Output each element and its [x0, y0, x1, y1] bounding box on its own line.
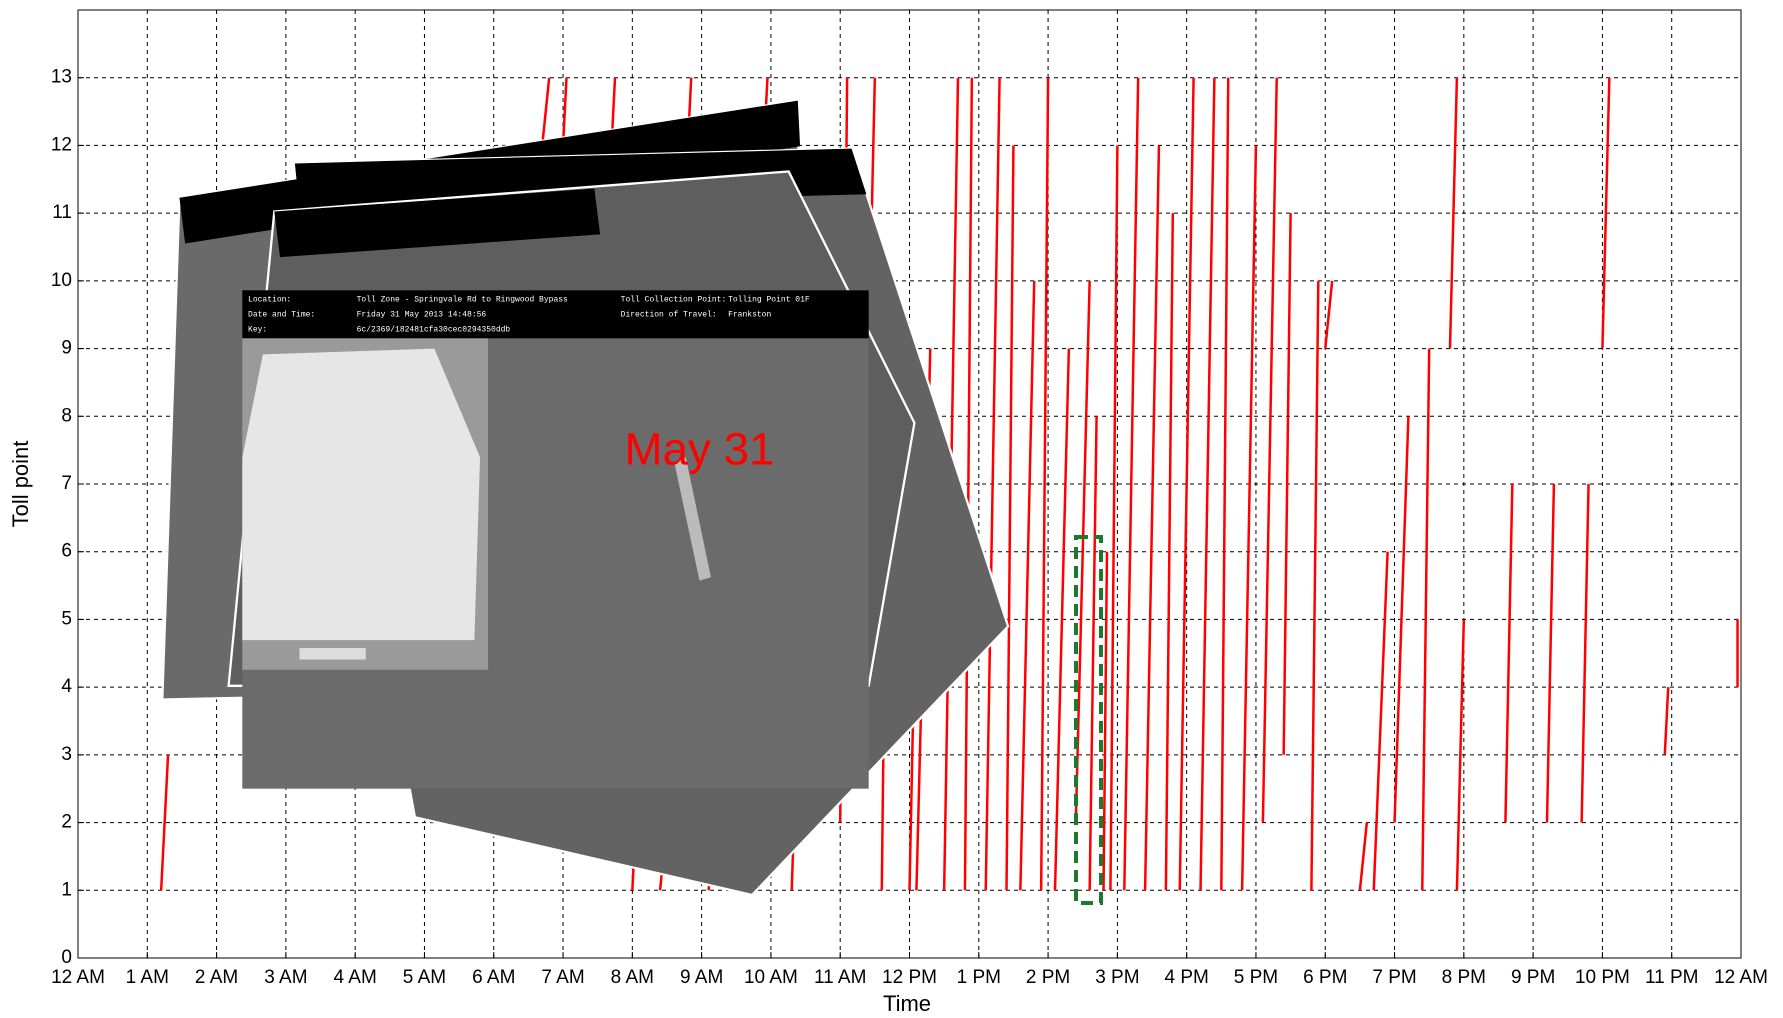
trip-line: [541, 77, 551, 146]
photo-car: [242, 348, 481, 641]
x-tick-label: 7 AM: [541, 967, 584, 988]
trip-line: [1663, 687, 1670, 755]
photo-header: [242, 290, 869, 339]
photo-stack: Location: Toll Zone - Springvale Rd to R…: [161, 99, 1010, 897]
annotation: May 31: [625, 424, 775, 475]
trip-line: [1220, 77, 1230, 891]
x-tick-label: 1 PM: [957, 967, 1001, 988]
x-tick-label: 4 AM: [334, 967, 377, 988]
trip-line: [1372, 551, 1389, 891]
y-tick-label: 12: [51, 134, 72, 155]
trip-line: [1164, 213, 1175, 891]
x-tick-label: 11 AM: [814, 967, 866, 988]
trip-line: [1310, 280, 1320, 891]
trip-line: [1178, 77, 1195, 891]
photo-text: Tolling Point 01F: [728, 296, 810, 305]
trip-line: [1393, 416, 1410, 823]
trip-line: [1088, 416, 1098, 891]
trip-line: [1019, 280, 1036, 891]
y-axis-title: Toll point: [8, 441, 33, 528]
y-tick-label: 5: [61, 608, 72, 629]
trip-line: [1282, 213, 1292, 755]
x-tick-label: 9 PM: [1511, 967, 1555, 988]
x-tick-label: 1 AM: [126, 967, 169, 988]
trip-line: [1240, 145, 1258, 891]
trip-line: [1448, 77, 1459, 349]
y-tick-label: 8: [61, 405, 72, 426]
x-tick-label: 12 AM: [51, 967, 105, 988]
x-tick-label: 6 AM: [472, 967, 515, 988]
x-tick-label: 12 PM: [882, 967, 937, 988]
x-tick-label: 5 PM: [1234, 967, 1278, 988]
trip-line: [1109, 145, 1119, 891]
trip-line: [1261, 77, 1278, 823]
trip-line: [1421, 348, 1431, 891]
trip-line: [1199, 77, 1216, 891]
photo-text: Key:: [248, 325, 267, 334]
y-tick-label: 7: [61, 473, 72, 494]
x-tick-label: 5 AM: [403, 967, 446, 988]
trip-line: [1455, 619, 1466, 891]
trip-line: [1358, 822, 1369, 891]
x-tick-label: 10 AM: [744, 967, 798, 988]
y-tick-label: 4: [61, 676, 72, 697]
trip-line: [1123, 77, 1140, 891]
highlight-box: [1074, 535, 1103, 905]
trip-line: [1324, 280, 1334, 349]
trip-line: [963, 77, 974, 891]
y-tick-label: 11: [52, 202, 72, 223]
trip-line: [159, 754, 170, 891]
trip-line: [1504, 483, 1514, 823]
trip-line: [1005, 145, 1015, 891]
trip-line: [1601, 77, 1611, 349]
y-tick-label: 6: [61, 541, 72, 562]
photo-text: Date and Time:: [248, 310, 315, 319]
x-tick-label: 8 AM: [611, 967, 654, 988]
photo-text: Frankston: [728, 310, 771, 319]
y-tick-label: 9: [61, 338, 72, 359]
x-axis-title: Time: [883, 991, 931, 1016]
x-tick-label: 3 PM: [1095, 967, 1139, 988]
y-tick-label: 10: [51, 270, 72, 291]
photo-text: Toll Collection Point:: [621, 296, 727, 305]
photo-header: [274, 188, 601, 258]
x-tick-label: 9 AM: [680, 967, 723, 988]
photo-text: Toll Zone - Springvale Rd to Ringwood By…: [357, 296, 568, 305]
x-tick-label: 2 PM: [1026, 967, 1070, 988]
y-tick-label: 1: [61, 879, 72, 900]
trip-line: [1143, 145, 1161, 891]
photo-lane-mark: [674, 457, 711, 581]
x-tick-label: 6 PM: [1303, 967, 1347, 988]
trip-line: [1074, 280, 1091, 823]
trip-line: [1053, 348, 1071, 891]
trip-line: [1039, 77, 1050, 891]
photo-text: Location:: [248, 296, 291, 305]
x-tick-label: 2 AM: [195, 967, 238, 988]
x-tick-label: 4 PM: [1164, 967, 1208, 988]
trip-line: [984, 77, 1001, 891]
x-tick-label: 7 PM: [1372, 967, 1416, 988]
x-tick-label: 8 PM: [1442, 967, 1486, 988]
x-tick-label: 3 AM: [264, 967, 307, 988]
y-tick-label: 2: [61, 812, 72, 833]
trip-line: [1545, 483, 1556, 823]
trip-line: [561, 77, 568, 146]
photo-text: 6c/2369/182481cfa30cec0294350ddb: [357, 325, 511, 334]
trip-line: [1580, 483, 1590, 823]
y-tick-label: 3: [61, 744, 72, 765]
trip-line: [1102, 551, 1109, 891]
y-tick-label: 13: [51, 67, 72, 88]
photo-text: Direction of Travel:: [621, 310, 717, 319]
x-tick-label: 12 AM: [1714, 967, 1768, 988]
x-tick-label: 10 PM: [1575, 967, 1630, 988]
x-tick-label: 11 PM: [1645, 967, 1699, 988]
photo-text: Friday 31 May 2013 14:48:56: [357, 310, 487, 319]
y-tick-label: 0: [61, 947, 72, 968]
axes-frame: [77, 9, 1742, 959]
photo-plate: [299, 648, 366, 660]
